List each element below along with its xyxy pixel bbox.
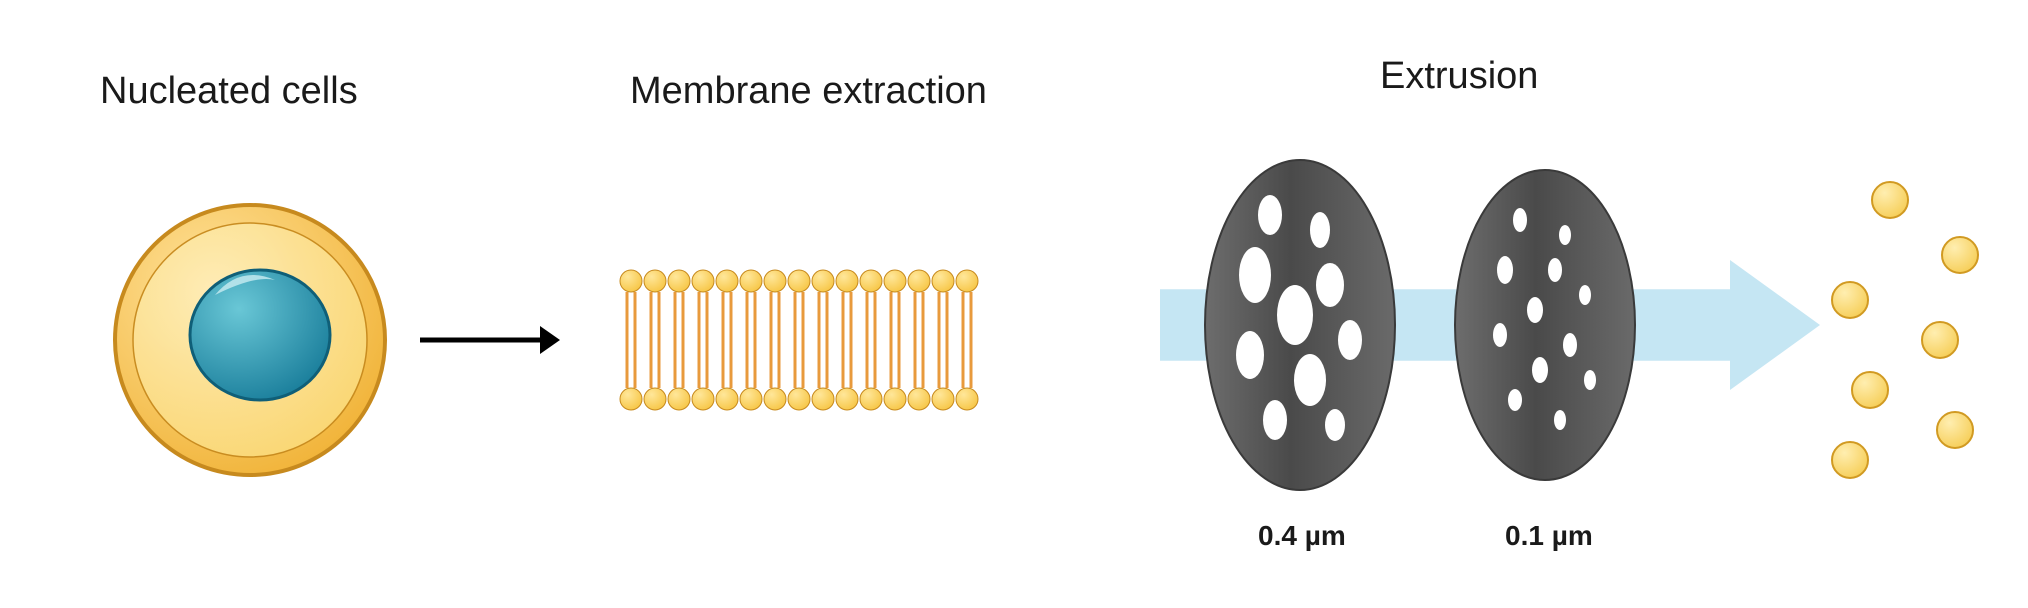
- vesicle: [1832, 282, 1868, 318]
- extrusion-filter-0-4um: [1205, 160, 1395, 490]
- extrusion-group: [1160, 160, 1978, 490]
- vesicle: [1937, 412, 1973, 448]
- nucleated-cell: [115, 205, 385, 475]
- diagram-canvas: [0, 0, 2028, 608]
- vesicle: [1942, 237, 1978, 273]
- vesicle: [1872, 182, 1908, 218]
- vesicle: [1832, 442, 1868, 478]
- vesicle-cluster: [1832, 182, 1978, 478]
- lipid-bilayer: [620, 270, 978, 410]
- vesicle: [1922, 322, 1958, 358]
- vesicle: [1852, 372, 1888, 408]
- process-arrow-1: [420, 326, 560, 354]
- extrusion-filter-0-1um: [1455, 170, 1635, 480]
